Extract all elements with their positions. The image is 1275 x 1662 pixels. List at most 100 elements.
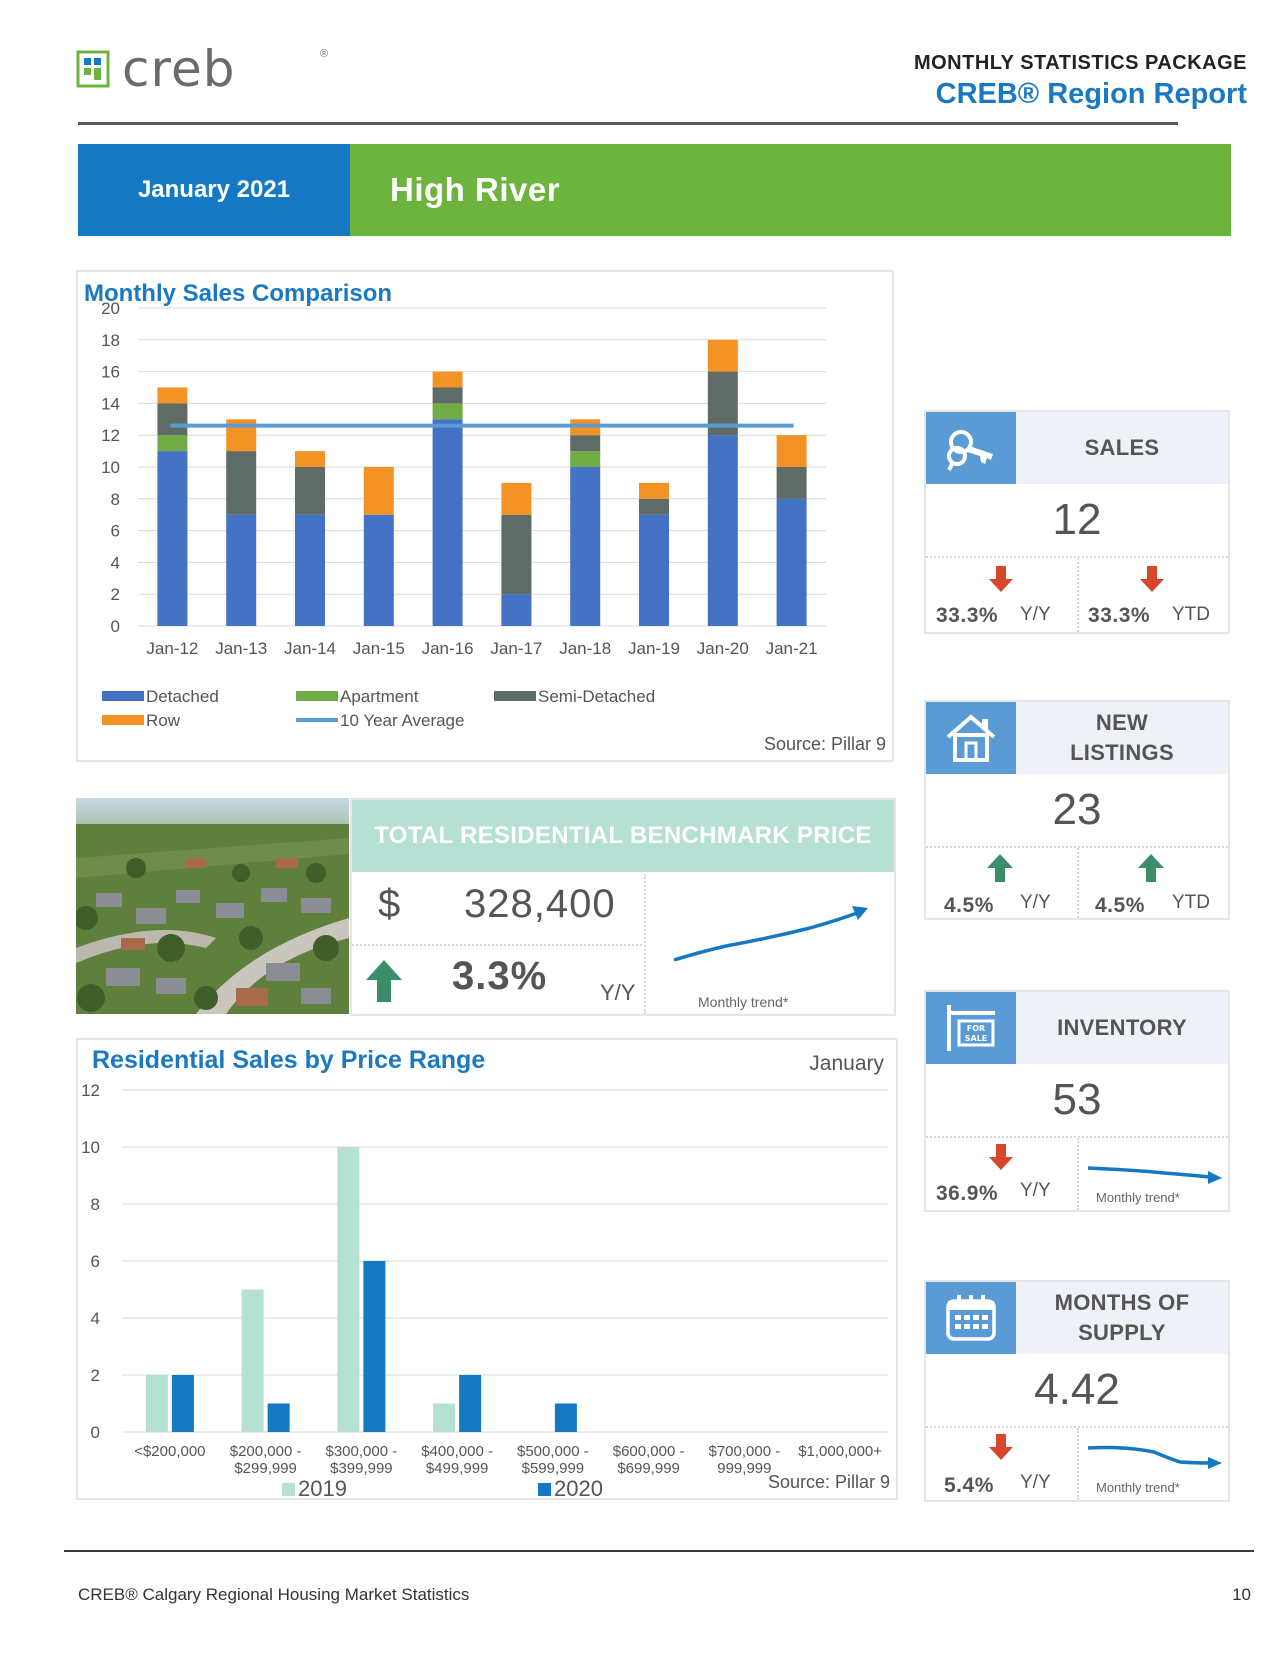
benchmark-title: TOTAL RESIDENTIAL BENCHMARK PRICE bbox=[352, 800, 894, 872]
report-title: CREB® Region Report bbox=[935, 78, 1247, 110]
sales-label: SALES bbox=[1084, 435, 1160, 460]
sales-ytd-arrow-down-icon bbox=[1140, 566, 1164, 592]
bar-segment-semi-detached bbox=[501, 514, 532, 595]
months-supply-value: 4.42 bbox=[1034, 1365, 1120, 1414]
y-tick-label: 20 bbox=[101, 299, 120, 318]
price-range-source: Source: Pillar 9 bbox=[767, 1472, 890, 1492]
sales-yy-unit: Y/Y bbox=[1020, 604, 1051, 625]
new-listings-label-line2: LISTINGS bbox=[1070, 740, 1174, 765]
y-tick-label: 14 bbox=[101, 394, 120, 413]
calendar-icon bbox=[946, 1295, 996, 1341]
benchmark-trend-label: Monthly trend* bbox=[698, 994, 789, 1010]
aerial-neighbourhood-photo bbox=[76, 798, 349, 1014]
bar-2020 bbox=[171, 1375, 194, 1432]
x-tick-label: Jan-15 bbox=[353, 639, 405, 658]
y-tick-label: 4 bbox=[91, 1309, 100, 1328]
bar-2020 bbox=[267, 1403, 290, 1432]
bar-segment-detached bbox=[501, 594, 532, 626]
bar-segment-detached bbox=[363, 514, 394, 626]
x-tick-label: Jan-12 bbox=[146, 639, 198, 658]
bar-segment-row bbox=[501, 482, 532, 515]
benchmark-divider bbox=[644, 874, 646, 1014]
x-tick-label: $299,999 bbox=[234, 1460, 297, 1477]
inventory-value: 53 bbox=[1052, 1075, 1102, 1124]
y-tick-label: 6 bbox=[91, 1252, 100, 1271]
x-tick-label: Jan-18 bbox=[559, 639, 611, 658]
x-tick-label: $699,999 bbox=[617, 1460, 680, 1477]
bar-segment-semi-detached bbox=[226, 451, 257, 515]
bar-segment-semi-detached bbox=[639, 498, 669, 515]
monthly-sales-chart: 0 2 4 6 8 10 12 14 16 18 20 Jan-12 Jan-13 Jan-14 Jan-1… bbox=[101, 299, 826, 730]
x-tick-label: Jan-19 bbox=[628, 639, 680, 658]
bar-segment-detached bbox=[157, 451, 188, 626]
x-tick-label: 999,999 bbox=[717, 1460, 771, 1477]
y-tick-label: 12 bbox=[81, 1081, 100, 1100]
inventory-trend-label: Monthly trend* bbox=[1096, 1190, 1180, 1205]
house-icon bbox=[946, 714, 996, 762]
benchmark-row-divider bbox=[352, 944, 642, 946]
y-tick-label: 4 bbox=[111, 553, 120, 572]
keys-icon bbox=[947, 430, 993, 471]
sales-ytd-value: 33.3% bbox=[1088, 604, 1151, 627]
inventory-yy-arrow-down-icon bbox=[989, 1144, 1013, 1170]
monthly-sales-chart-title: Monthly Sales Comparison bbox=[84, 280, 393, 307]
bar-2020 bbox=[554, 1403, 577, 1432]
for-sale-sign-text-1: FOR bbox=[967, 1024, 985, 1033]
bar-segment-apartment bbox=[432, 403, 463, 420]
months-supply-yy-unit: Y/Y bbox=[1020, 1472, 1051, 1493]
y-tick-label: 18 bbox=[101, 331, 120, 350]
monthly-sales-source: Source: Pillar 9 bbox=[763, 734, 886, 754]
x-tick-label: $1,000,000+ bbox=[798, 1443, 882, 1460]
bar-segment-row bbox=[363, 467, 394, 515]
x-tick-label: $600,000 - bbox=[613, 1443, 685, 1460]
brand-registered-mark: ® bbox=[320, 48, 329, 60]
x-tick-label: Jan-16 bbox=[422, 639, 474, 658]
footer-text: CREB® Calgary Regional Housing Market St… bbox=[78, 1585, 470, 1604]
new-listings-ytd-arrow-up-icon bbox=[1138, 854, 1164, 882]
inventory-label: INVENTORY bbox=[1057, 1015, 1187, 1040]
new-listings-yy-value: 4.5% bbox=[944, 894, 994, 917]
legend-swatch bbox=[102, 715, 144, 725]
legend-label: Semi-Detached bbox=[538, 687, 655, 706]
bar-segment-apartment bbox=[570, 451, 601, 467]
page-number: 10 bbox=[1232, 1585, 1251, 1604]
x-tick-label: $500,000 - bbox=[517, 1443, 589, 1460]
banner-place: High River bbox=[350, 144, 1231, 236]
y-tick-label: 8 bbox=[111, 490, 120, 509]
bar-2019 bbox=[241, 1289, 264, 1432]
legend-swatch-2019 bbox=[282, 1483, 295, 1496]
y-tick-label: 2 bbox=[111, 585, 120, 604]
y-tick-label: 10 bbox=[101, 458, 120, 477]
legend-label-2020: 2020 bbox=[554, 1476, 603, 1498]
price-range-chart-panel: Residential Sales by Price Range January… bbox=[76, 1038, 898, 1500]
y-tick-label: 10 bbox=[81, 1138, 100, 1157]
legend-line-swatch bbox=[296, 718, 338, 722]
y-tick-label: 12 bbox=[101, 426, 120, 445]
bar-segment-semi-detached bbox=[432, 387, 463, 404]
benchmark-trend-sparkline bbox=[673, 906, 868, 962]
bar-segment-semi-detached bbox=[570, 435, 601, 452]
legend-swatch-2020 bbox=[538, 1483, 551, 1496]
bar-2020 bbox=[363, 1261, 386, 1432]
creb-logo-mark-icon bbox=[76, 50, 110, 88]
new-listings-yy-unit: Y/Y bbox=[1020, 892, 1051, 913]
benchmark-value: 328,400 bbox=[464, 882, 616, 926]
new-listings-card: NEW LISTINGS 23 4.5% Y/Y 4.5% YTD bbox=[924, 700, 1230, 920]
legend-label: Detached bbox=[146, 687, 219, 706]
legend-swatch bbox=[296, 691, 338, 701]
report-kicker: MONTHLY STATISTICS PACKAGE bbox=[913, 52, 1247, 74]
banner-date: January 2021 bbox=[78, 144, 350, 236]
x-tick-label: <$200,000 bbox=[134, 1443, 205, 1460]
sales-card: SALES 12 33.3% Y/Y 33.3% YTD bbox=[924, 410, 1230, 634]
x-tick-label: $700,000 - bbox=[709, 1443, 781, 1460]
months-supply-trend-sparkline bbox=[1087, 1445, 1222, 1469]
benchmark-price-panel: TOTAL RESIDENTIAL BENCHMARK PRICE $ 328,… bbox=[350, 798, 896, 1016]
y-tick-label: 6 bbox=[111, 522, 120, 541]
benchmark-currency: $ bbox=[378, 882, 401, 926]
bar-segment-detached bbox=[295, 514, 325, 626]
bar-2019 bbox=[145, 1375, 168, 1432]
bar-segment-detached bbox=[639, 514, 669, 626]
inventory-trend-sparkline bbox=[1087, 1166, 1222, 1184]
x-tick-label: Jan-17 bbox=[490, 639, 542, 658]
months-supply-label-line2: SUPPLY bbox=[1078, 1320, 1166, 1345]
